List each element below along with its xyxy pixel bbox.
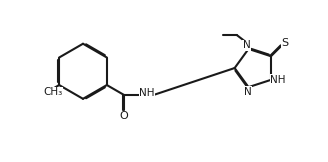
Text: N: N <box>244 87 252 97</box>
Text: O: O <box>119 111 128 121</box>
Text: CH₃: CH₃ <box>44 87 63 97</box>
Text: NH: NH <box>270 75 286 85</box>
Text: S: S <box>282 38 289 48</box>
Text: N: N <box>243 40 251 50</box>
Text: NH: NH <box>139 88 155 98</box>
